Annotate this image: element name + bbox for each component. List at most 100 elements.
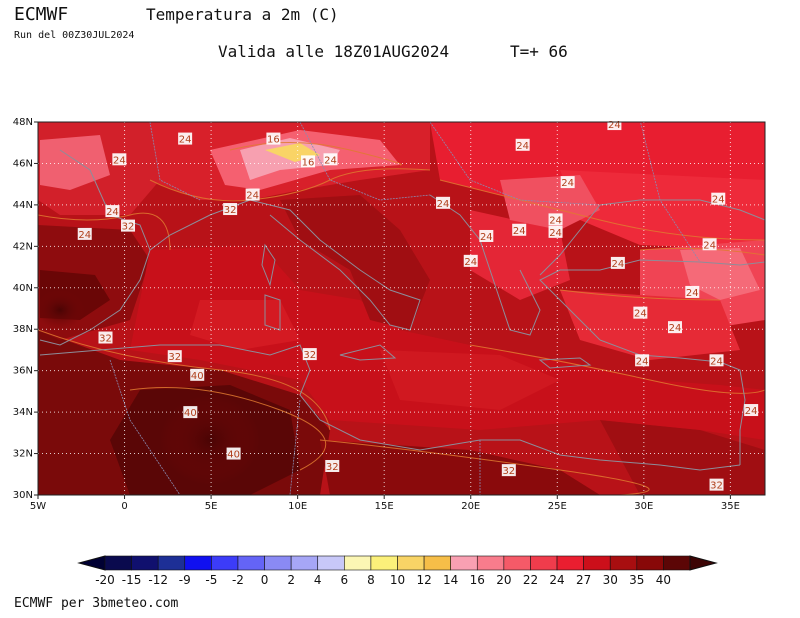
svg-text:24: 24 [437, 199, 450, 210]
colorbar-swatch [211, 555, 239, 571]
colorbar-swatch [609, 555, 638, 571]
map-frame [37, 121, 766, 496]
colorbar-swatch [476, 555, 505, 571]
contour-label: 32 [501, 464, 516, 477]
colorbar-label: 20 [496, 573, 511, 587]
contour-label: 24 [607, 118, 622, 131]
lat-label: 46N [13, 158, 33, 169]
svg-text:24: 24 [686, 288, 699, 299]
svg-text:24: 24 [549, 215, 562, 226]
svg-text:24: 24 [179, 135, 192, 146]
lat-label: 44N [13, 200, 33, 211]
valid-time: Valida alle 18Z01AUG2024 [218, 42, 450, 61]
colorbar-low-arrow [77, 555, 106, 571]
contour-label: 24 [548, 225, 563, 239]
colorbar-label: 22 [523, 573, 538, 587]
contour-label: 32 [223, 203, 238, 216]
svg-text:24: 24 [636, 356, 649, 367]
svg-text:24: 24 [246, 191, 259, 202]
svg-text:24: 24 [113, 155, 126, 166]
svg-text:24: 24 [745, 406, 758, 417]
colorbar-swatch [184, 555, 212, 571]
model-name: ECMWF [14, 4, 69, 25]
colorbar-swatch [423, 555, 451, 571]
lon-label: 35E [721, 501, 740, 512]
colorbar-label: -9 [179, 573, 191, 587]
svg-text:24: 24 [608, 120, 621, 131]
colorbar-label: 27 [576, 573, 591, 587]
svg-text:24: 24 [480, 232, 493, 243]
lat-label: 34N [13, 407, 33, 418]
lon-label: 5E [205, 501, 218, 512]
colorbar-swatch [503, 555, 531, 571]
chart-title: Temperatura a 2m (C) [146, 5, 339, 24]
forecast-step: T=+ 66 [510, 42, 568, 61]
colorbar-swatch [450, 555, 478, 571]
contour-label: 24 [77, 227, 92, 241]
colorbar-swatch [636, 555, 664, 571]
colorbar-label: 4 [314, 573, 322, 587]
colorbar-swatch [317, 555, 345, 571]
svg-text:32: 32 [99, 334, 112, 345]
contour-label: 24 [178, 132, 193, 146]
colorbar-label: 10 [390, 573, 405, 587]
svg-text:40: 40 [227, 450, 240, 461]
lon-label: 15E [375, 501, 394, 512]
contour-label: 24 [245, 188, 260, 202]
contour-label: 24 [436, 196, 451, 210]
svg-text:24: 24 [561, 178, 574, 189]
contour-label: 24 [463, 254, 478, 268]
lat-label: 48N [13, 117, 33, 128]
contour-label: 40 [226, 447, 241, 461]
colorbar-label: -2 [232, 573, 244, 587]
colorbar-label: 12 [416, 573, 431, 587]
contour-label: 24 [709, 354, 724, 367]
svg-text:24: 24 [712, 195, 725, 206]
colorbar-label: -5 [205, 573, 217, 587]
colorbar-label: 0 [261, 573, 269, 587]
contour-label: 24 [105, 205, 120, 218]
colorbar-swatch [556, 555, 584, 571]
svg-text:40: 40 [191, 371, 204, 382]
contour-label: 24 [702, 238, 717, 251]
svg-text:24: 24 [703, 240, 716, 251]
svg-text:32: 32 [224, 205, 237, 216]
svg-text:24: 24 [464, 257, 477, 268]
colorbar-label: -15 [122, 573, 142, 587]
svg-text:24: 24 [612, 259, 625, 270]
svg-text:32: 32 [326, 462, 339, 473]
colorbar-label: 40 [656, 573, 671, 587]
run-time: Run del 00Z30JUL2024 [14, 30, 135, 41]
lat-label: 32N [13, 449, 33, 460]
country-borders [109, 122, 701, 495]
colorbar-swatch [397, 555, 425, 571]
contour-label: 16 [301, 155, 316, 168]
contour-label: 32 [325, 459, 340, 473]
lon-label: 20E [461, 501, 480, 512]
colorbar-swatch [530, 555, 558, 571]
lat-label: 36N [13, 366, 33, 377]
lon-label: 5W [30, 501, 46, 512]
colorbar-label: 2 [287, 573, 295, 587]
svg-text:16: 16 [302, 157, 315, 168]
lon-label: 10E [288, 501, 307, 512]
colorbar-swatch [157, 555, 186, 571]
svg-text:24: 24 [513, 226, 526, 237]
contour-label: 32 [167, 350, 182, 363]
contour-label: 32 [302, 348, 317, 361]
contour-label: 24 [560, 176, 575, 189]
colorbar-swatch [237, 555, 265, 571]
contour-label: 24 [685, 285, 700, 299]
svg-text:32: 32 [502, 466, 515, 477]
lon-label: 30E [634, 501, 653, 512]
contour-label: 24 [711, 192, 726, 206]
lat-label: 42N [13, 241, 33, 252]
colorbar-swatch [264, 555, 292, 571]
svg-text:32: 32 [168, 352, 181, 363]
contour-label: 24 [635, 354, 650, 367]
colorbar-label: -20 [95, 573, 115, 587]
contour-label: 32 [121, 219, 136, 233]
colorbar-swatch [583, 555, 611, 571]
lat-label: 40N [13, 283, 33, 294]
